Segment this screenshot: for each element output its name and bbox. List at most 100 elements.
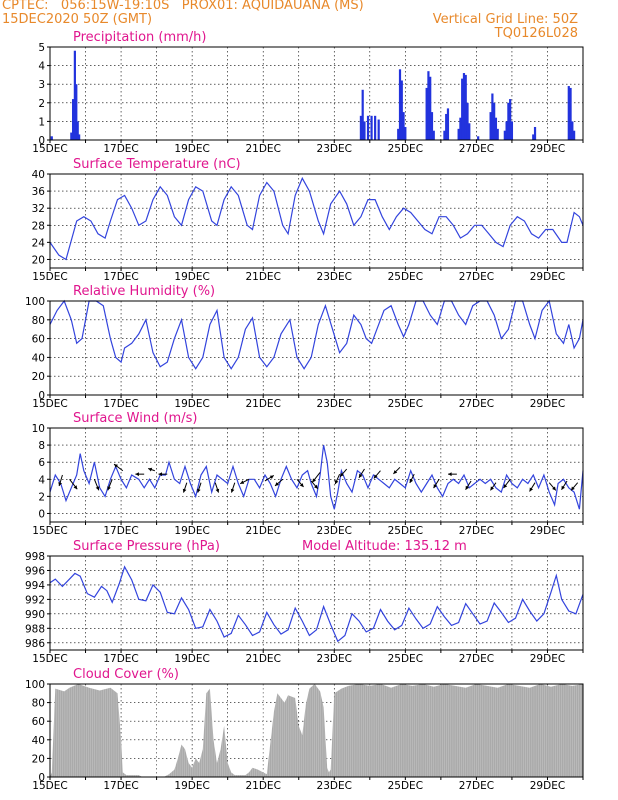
panel-3-xtick-label: 27DEC bbox=[459, 398, 494, 410]
panel-6-ytick-label: 80 bbox=[32, 698, 45, 710]
panel-4-wind-arrowhead bbox=[373, 474, 378, 479]
panel-4-wind-arrowhead bbox=[135, 472, 139, 477]
panel-1-bar bbox=[50, 136, 53, 140]
panel-5-xtick-label: 19DEC bbox=[174, 653, 209, 665]
panel-5-ytick-label: 988 bbox=[25, 623, 45, 635]
panel-4-xtick-label: 23DEC bbox=[317, 525, 352, 537]
panel-1-bar bbox=[491, 93, 494, 140]
panel-3-ytick-label: 40 bbox=[32, 352, 45, 364]
panel-2-ytick-label: 28 bbox=[32, 220, 45, 232]
panel-1-xtick-label: 23DEC bbox=[317, 143, 352, 155]
panel-4-wind-arrowhead bbox=[215, 488, 220, 493]
panel-2-series-line bbox=[49, 176, 584, 261]
panel-5-ytick-label: 996 bbox=[25, 565, 45, 577]
panel-5-ytick-label: 998 bbox=[25, 551, 45, 563]
panel-4-wind-arrowhead bbox=[561, 485, 565, 490]
panel-4-wind-arrowhead bbox=[393, 470, 398, 474]
panel-6-ytick-label: 100 bbox=[25, 679, 45, 691]
panel-1-bar bbox=[429, 76, 432, 140]
panel-2-ytick-label: 24 bbox=[32, 237, 46, 249]
panel-1-ytick-label: 5 bbox=[38, 42, 45, 54]
panel-4-wind-arrowhead bbox=[58, 482, 62, 486]
panel-3-ytick-label: 0 bbox=[38, 390, 45, 402]
panel-6-area bbox=[50, 684, 583, 777]
panel-1-bar bbox=[363, 121, 366, 140]
panel-4-wind-arrowhead bbox=[334, 480, 339, 484]
panel-4-wind-arrowhead bbox=[158, 472, 162, 477]
panel-1-bar bbox=[533, 126, 537, 140]
panel-6-title: Cloud Cover (%) bbox=[73, 667, 179, 682]
panel-1-bar bbox=[462, 73, 466, 140]
panel-5-xtick-label: 23DEC bbox=[317, 653, 352, 665]
panel-3-xtick-label: 23DEC bbox=[317, 398, 352, 410]
panel-1-ytick-label: 2 bbox=[38, 98, 45, 110]
panel-3-ytick-label: 80 bbox=[32, 315, 45, 327]
panel-3-xtick-label: 25DEC bbox=[388, 398, 423, 410]
panel-4-wind-arrowhead bbox=[148, 467, 153, 472]
panel-4-xtick-label: 21DEC bbox=[245, 525, 280, 537]
panel-5-xtick-label: 15DEC bbox=[32, 653, 67, 665]
panel-1-ytick-label: 3 bbox=[38, 79, 45, 91]
panel-5-frame bbox=[49, 555, 584, 651]
panel-1-xtick-label: 25DEC bbox=[388, 143, 423, 155]
panel-1-bar bbox=[573, 130, 576, 140]
panel-4-wind-arrowhead bbox=[433, 484, 438, 489]
panel-1-bar bbox=[445, 113, 448, 140]
panel-1-bar bbox=[446, 108, 450, 140]
panel-6-xtick-label: 25DEC bbox=[388, 780, 423, 792]
panel-1-bar bbox=[569, 87, 572, 140]
panel-1-bar bbox=[400, 80, 403, 140]
panel-3-frame bbox=[49, 300, 584, 396]
panel-6-ytick-label: 60 bbox=[32, 716, 45, 728]
panel-6-xtick-label: 17DEC bbox=[103, 780, 138, 792]
panel-5-ytick-label: 994 bbox=[25, 580, 45, 592]
panel-1-bar bbox=[427, 71, 430, 140]
panel-1-xtick-label: 15DEC bbox=[32, 143, 67, 155]
panel-1-bar bbox=[430, 112, 434, 140]
panel-1-bar bbox=[567, 86, 570, 140]
panel-3-title: Relative Humidity (%) bbox=[73, 284, 215, 299]
panel-1-bar bbox=[398, 69, 402, 140]
panel-1-xtick-label: 21DEC bbox=[245, 143, 280, 155]
panel-1-bar bbox=[397, 128, 400, 140]
panel-2-ytick-label: 40 bbox=[32, 169, 45, 181]
panel-3-series-line bbox=[49, 299, 584, 370]
panel-1-bar bbox=[477, 136, 480, 140]
panel-4-wind-arrowhead bbox=[529, 487, 533, 492]
panel-2-xtick-label: 23DEC bbox=[317, 271, 352, 283]
panel-1-bar bbox=[466, 102, 469, 140]
panel-2-xtick-label: 19DEC bbox=[174, 271, 209, 283]
panel-1-bar bbox=[73, 50, 76, 140]
panel-1-bar bbox=[432, 130, 435, 140]
panel-2-frame bbox=[49, 173, 584, 269]
panel-4-wind-arrowhead bbox=[465, 485, 470, 490]
panel-4-wind-arrowhead bbox=[240, 480, 245, 484]
panel-1-title: Precipitation (mm/h) bbox=[73, 30, 206, 45]
panel-4-wind-arrowhead bbox=[312, 478, 316, 483]
panel-5-ytick-label: 990 bbox=[25, 609, 45, 621]
panel-1-bar bbox=[503, 130, 506, 140]
panel-2-ytick-label: 36 bbox=[32, 186, 46, 198]
panel-1-bar bbox=[70, 132, 73, 140]
panel-1-frame bbox=[49, 46, 584, 141]
panel-1-bar bbox=[509, 99, 512, 140]
panel-4-ytick-label: 10 bbox=[32, 423, 45, 435]
panel-2-xtick-label: 27DEC bbox=[459, 271, 494, 283]
panel-2-xtick-label: 21DEC bbox=[245, 271, 280, 283]
panel-4-wind-arrowhead bbox=[490, 486, 494, 491]
panel-1-bar bbox=[510, 121, 514, 140]
panel-1-bar bbox=[468, 123, 471, 140]
panel-1-bar bbox=[404, 126, 407, 140]
panel-4-frame bbox=[49, 427, 584, 523]
panel-5-ytick-label: 992 bbox=[25, 594, 45, 606]
panel-3-xtick-label: 21DEC bbox=[245, 398, 280, 410]
panel-1-bar bbox=[461, 78, 464, 140]
panel-1-bar bbox=[402, 112, 405, 140]
panel-4-wind-arrowhead bbox=[197, 488, 201, 493]
panel-1-bar bbox=[571, 121, 574, 140]
panel-3-xtick-label: 29DEC bbox=[530, 398, 565, 410]
panel-1-bar bbox=[489, 112, 492, 140]
panel-6-xtick-label: 23DEC bbox=[317, 780, 352, 792]
header-model-code: TQ0126L028 bbox=[494, 26, 578, 41]
